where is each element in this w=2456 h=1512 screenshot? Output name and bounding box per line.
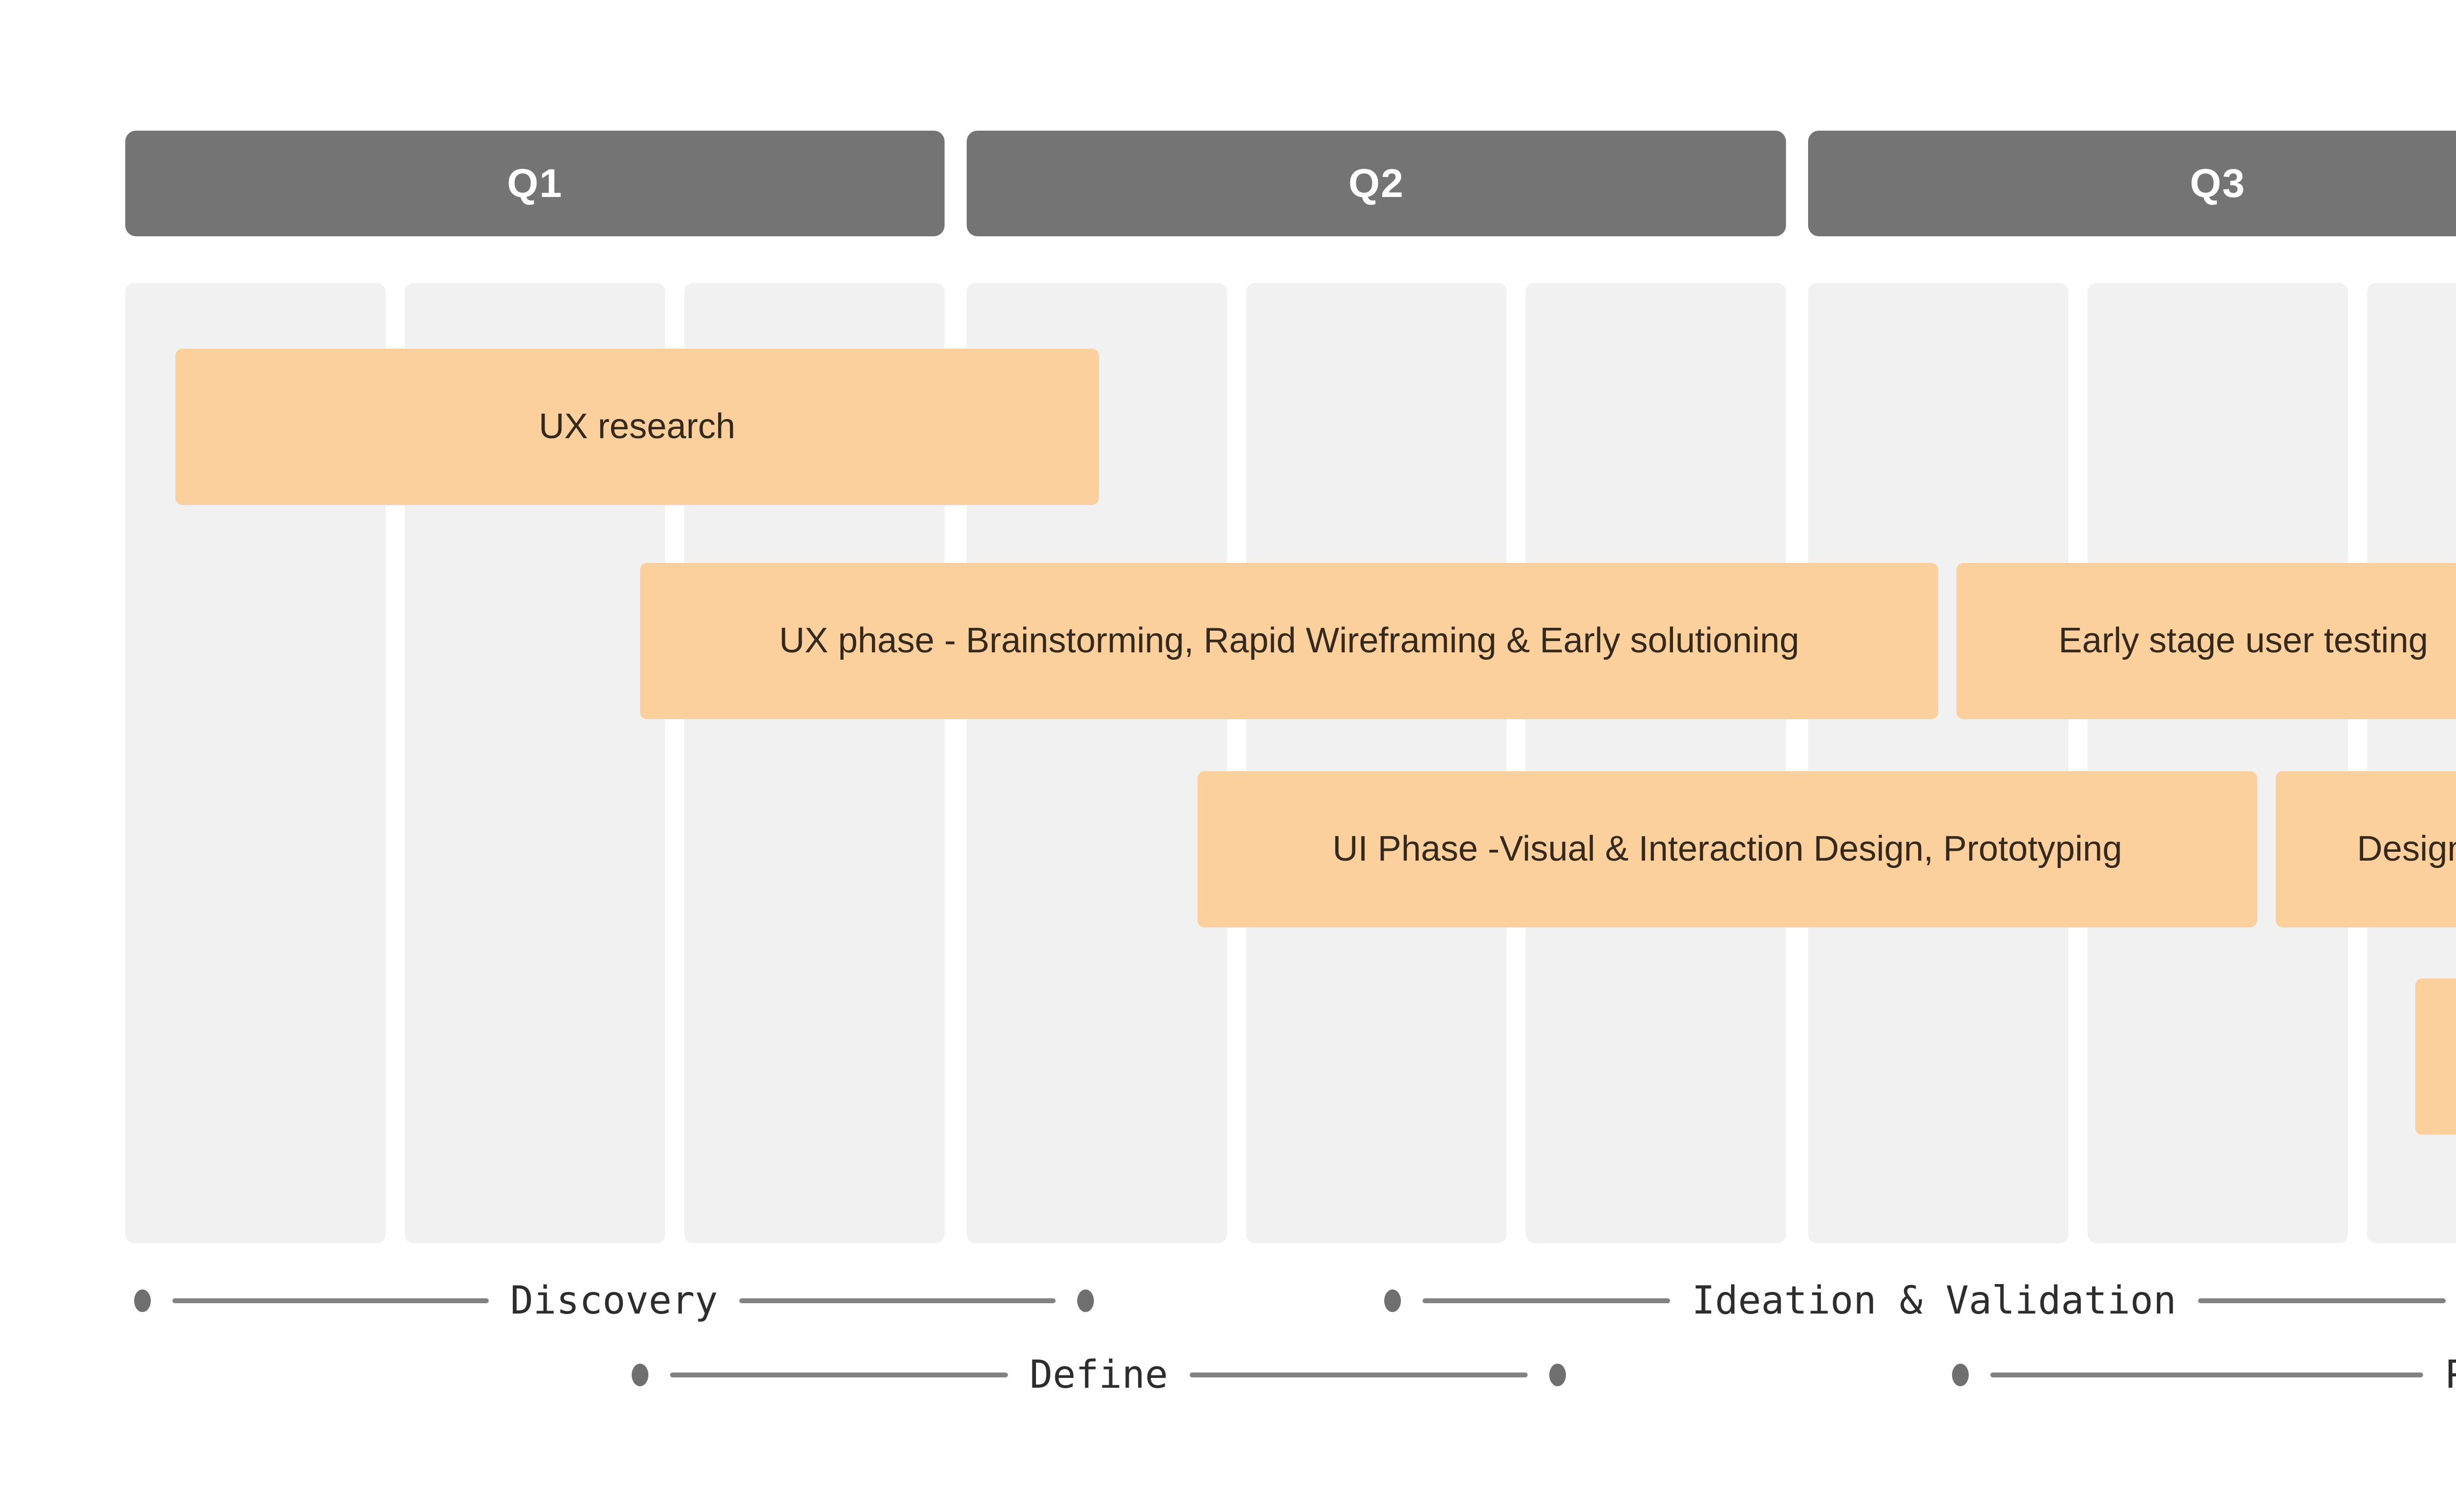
phase-line-segment [670, 1372, 1008, 1377]
task-bar: Early stage user testing [1956, 563, 2456, 719]
phase-endpoint-dot [632, 1364, 648, 1386]
phase-line-segment [2198, 1298, 2446, 1303]
task-bar: UI Phase -Visual & Interaction Design, P… [1198, 771, 2257, 927]
phase-label: Ideation & Validation [1692, 1279, 2177, 1323]
task-bar-label: Design system patterns [2357, 829, 2456, 869]
quarter-header-q1: Q1 [125, 131, 945, 236]
grid-column-8 [2088, 283, 2348, 1243]
quarter-header-q3: Q3 [1808, 131, 2456, 236]
phase-endpoint-dot [1077, 1289, 1094, 1312]
phase-label: Discovery [510, 1279, 718, 1323]
phase-endpoint-dot [134, 1289, 151, 1312]
phase-label: Prototyping & testing [2445, 1353, 2456, 1397]
phase-line-segment [172, 1298, 489, 1303]
task-bar-label: UI Phase -Visual & Interaction Design, P… [1332, 829, 2122, 869]
phase-line-define: Define [632, 1345, 1566, 1404]
grid-column-5 [1246, 283, 1507, 1243]
phase-label: Define [1030, 1353, 1168, 1397]
quarter-header-q2: Q2 [967, 131, 1786, 236]
task-bar-label: Early stage user testing [2058, 621, 2428, 661]
phase-endpoint-dot [1952, 1364, 1969, 1386]
phase-endpoint-dot [1549, 1364, 1566, 1386]
task-bar-label: UX research [538, 407, 736, 447]
grid-column-7 [1808, 283, 2068, 1243]
task-bar: Design system patterns [2276, 771, 2456, 927]
quarter-header-label: Q1 [507, 161, 563, 206]
phase-endpoint-dot [1384, 1289, 1401, 1312]
phase-line-segment [1189, 1372, 1528, 1377]
phase-line-segment [1990, 1372, 2424, 1377]
phase-line-discovery: Discovery [134, 1271, 1094, 1330]
grid-column-6 [1526, 283, 1786, 1243]
phase-line-ideation-validation: Ideation & Validation [1384, 1271, 2456, 1330]
task-bar-label: UX phase - Brainstorming, Rapid Wirefram… [779, 621, 1799, 661]
phase-line-segment [1423, 1298, 1671, 1303]
phase-line-segment [739, 1298, 1056, 1303]
quarter-header-label: Q3 [2190, 161, 2246, 206]
phase-line-prototyping-testing: Prototyping & testing [1952, 1345, 2456, 1404]
task-bar: UX phase - Brainstorming, Rapid Wirefram… [640, 563, 1938, 719]
task-bar: Usability testing, reports & Insights [2415, 979, 2456, 1135]
quarter-header-label: Q2 [1348, 161, 1404, 206]
task-bar: UX research [175, 349, 1099, 505]
